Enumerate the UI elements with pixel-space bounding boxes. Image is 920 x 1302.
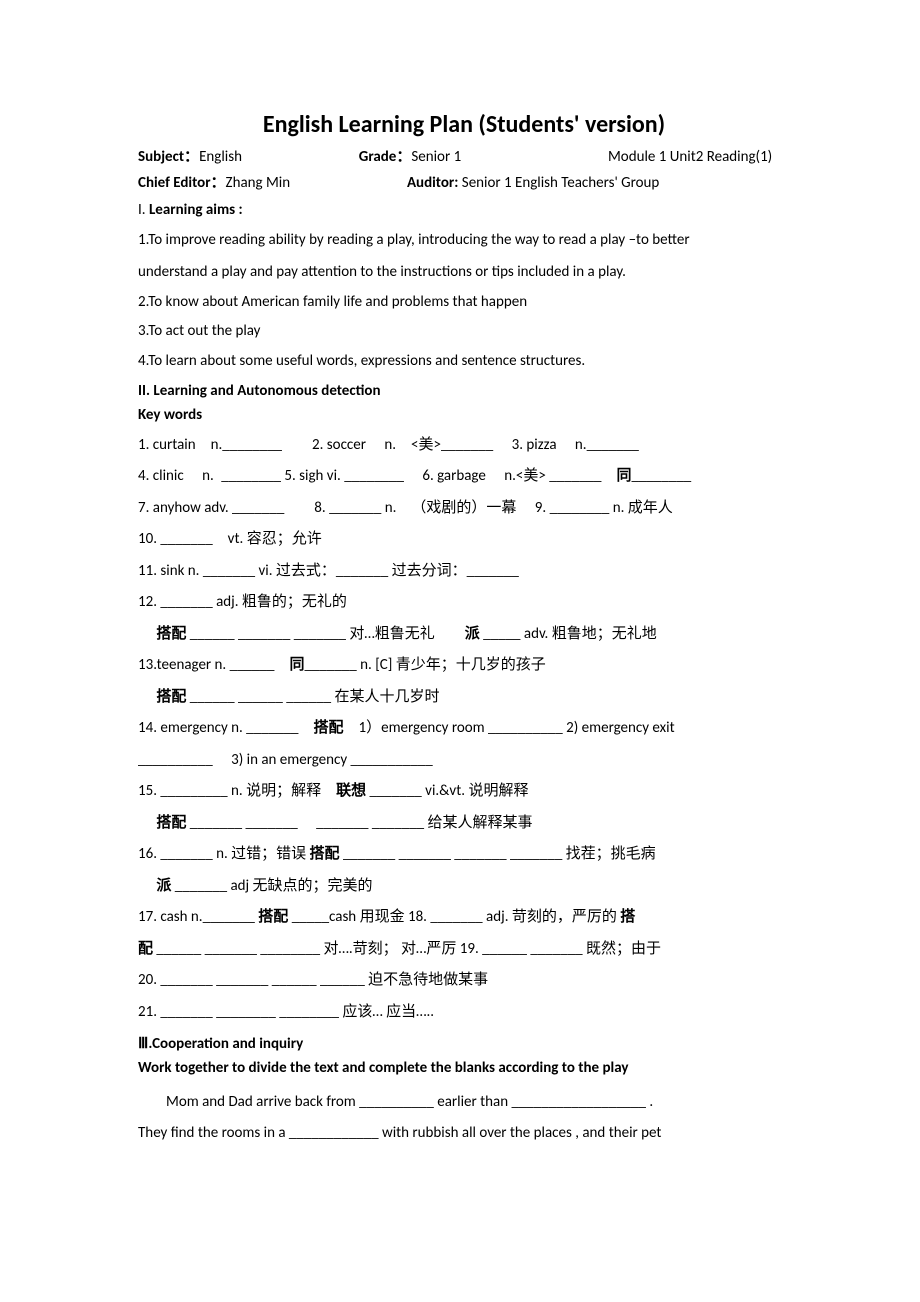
kw-17b: ______ _______ ________ 对….苛刻； 对…严厉 19. … — [153, 940, 661, 958]
kw-2b: 同 — [617, 467, 632, 485]
kw-13b: _______ _______ _______ _______ 给某人解释某事 — [186, 814, 532, 832]
section-3-instruction: Work together to divide the text and com… — [138, 1059, 790, 1077]
kw-7b: ______ _______ _______ 对…粗鲁无礼 — [186, 625, 464, 643]
section-3-title: Cooperation and inquiry — [152, 1035, 303, 1053]
subject-label: Subject： — [138, 148, 199, 166]
kw-2a: 4. clinic n. ________ 5. sigh vi. ______… — [138, 467, 617, 485]
subject-value: English — [199, 148, 242, 166]
section-3-roman: Ⅲ. — [138, 1035, 152, 1053]
kw-15: 派 _______ adj 无缺点的；完美的 — [138, 871, 790, 903]
section-3-heading: Ⅲ.Cooperation and inquiry — [138, 1034, 790, 1053]
editor-label: Chief Editor： — [138, 174, 226, 192]
kw-8b: 同 — [289, 656, 304, 674]
grade-value: Senior 1 — [411, 148, 461, 166]
page-title: English Learning Plan (Students' version… — [138, 110, 790, 139]
kw-16d: 搭 — [620, 908, 635, 926]
kw-17a: 配 — [138, 940, 153, 958]
kw-14b: 搭配 — [310, 845, 340, 863]
kw-3: 7. anyhow adv. _______ 8. _______ n. （戏剧… — [138, 493, 790, 525]
aim-3: 3.To act out the play — [138, 317, 790, 346]
kw-7: 搭配 ______ _______ _______ 对…粗鲁无礼 派 _____… — [138, 619, 790, 651]
meta-row-2: Chief Editor：Zhang Min Auditor: Senior 1… — [138, 171, 790, 195]
kw-12b: 联想 — [336, 782, 366, 800]
module-text: Module 1 Unit2 Reading(1) — [608, 148, 772, 166]
aim-2: 2.To know about American family life and… — [138, 288, 790, 317]
kw-9b: ______ ______ ______ 在某人十几岁时 — [186, 688, 439, 706]
kw-10b: 搭配 — [313, 719, 358, 737]
kw-1: 1. curtain n.________ 2. soccer n. <美>__… — [138, 430, 790, 462]
section-1-heading: I. Learning aims : — [138, 201, 790, 219]
kw-10c: 1）emergency room __________ 2) emergency… — [359, 719, 675, 737]
kw-9: 搭配 ______ ______ ______ 在某人十几岁时 — [138, 682, 790, 714]
kw-15b: _______ adj 无缺点的；完美的 — [171, 877, 372, 895]
kw-15a: 派 — [138, 877, 171, 895]
kw-2: 4. clinic n. ________ 5. sigh vi. ______… — [138, 461, 790, 493]
kw-19: 21. _______ ________ ________ 应该… 应当….. — [138, 997, 790, 1029]
kw-11: __________ 3) in an emergency __________… — [138, 745, 790, 777]
auditor-label: Auditor: — [407, 174, 462, 192]
kw-12a: 15. _________ n. 说明；解释 — [138, 782, 336, 800]
aim-1b: understand a play and pay attention to t… — [138, 257, 790, 289]
kw-7d: _____ adv. 粗鲁地；无礼地 — [480, 625, 657, 643]
aim-1a: 1.To improve reading ability by reading … — [138, 225, 790, 257]
kw-8: 13.teenager n. ______ 同_______ n. [C] 青少… — [138, 650, 790, 682]
section-1-roman: I. — [138, 201, 149, 219]
aim-4: 4.To learn about some useful words, expr… — [138, 347, 790, 376]
kw-16: 17. cash n._______ 搭配 _____cash 用现金 18. … — [138, 902, 790, 934]
meta-row-1: Subject：English Grade：Senior 1 Module 1 … — [138, 145, 790, 169]
editor-value: Zhang Min — [226, 174, 291, 192]
kw-10a: 14. emergency n. _______ — [138, 719, 313, 737]
kw-16b: 搭配 — [258, 908, 288, 926]
kw-4: 10. _______ vt. 容忍；允许 — [138, 524, 790, 556]
kw-16a: 17. cash n._______ — [138, 908, 258, 926]
kw-9a: 搭配 — [138, 688, 186, 706]
kw-17: 配 ______ _______ ________ 对….苛刻； 对…严厉 19… — [138, 934, 790, 966]
kw-14a: 16. _______ n. 过错；错误 — [138, 845, 310, 863]
kw-7a: 搭配 — [138, 625, 186, 643]
kw-7c: 派 — [465, 625, 480, 643]
auditor-value: Senior 1 English Teachers' Group — [462, 174, 659, 192]
fill-p1: Mom and Dad arrive back from __________ … — [138, 1087, 790, 1118]
section-2-heading: II. Learning and Autonomous detection — [138, 382, 790, 400]
kw-12: 15. _________ n. 说明；解释 联想 _______ vi.&vt… — [138, 776, 790, 808]
kw-8c: _______ n. [C] 青少年；十几岁的孩子 — [304, 656, 545, 674]
kw-8a: 13.teenager n. ______ — [138, 656, 289, 674]
kw-10: 14. emergency n. _______ 搭配 1）emergency … — [138, 713, 790, 745]
kw-12c: _______ vi.&vt. 说明解释 — [366, 782, 528, 800]
grade-label: Grade： — [359, 148, 412, 166]
section-1-title: Learning aims : — [149, 201, 243, 219]
kw-14: 16. _______ n. 过错；错误 搭配 _______ _______ … — [138, 839, 790, 871]
kw-2c: ________ — [632, 467, 692, 485]
section-2-sub: Key words — [138, 406, 790, 424]
kw-18: 20. _______ _______ ______ ______ 迫不急待地做… — [138, 965, 790, 997]
kw-14c: _______ _______ _______ _______ 找茬；挑毛病 — [340, 845, 656, 863]
kw-13a: 搭配 — [138, 814, 186, 832]
kw-6: 12. _______ adj. 粗鲁的；无礼的 — [138, 587, 790, 619]
kw-16c: _____cash 用现金 18. _______ adj. 苛刻的，严厉的 — [288, 908, 620, 926]
kw-5: 11. sink n. _______ vi. 过去式：_______ 过去分词… — [138, 556, 790, 588]
kw-13: 搭配 _______ _______ _______ _______ 给某人解释… — [138, 808, 790, 840]
fill-p2: They find the rooms in a ____________ wi… — [138, 1118, 790, 1149]
